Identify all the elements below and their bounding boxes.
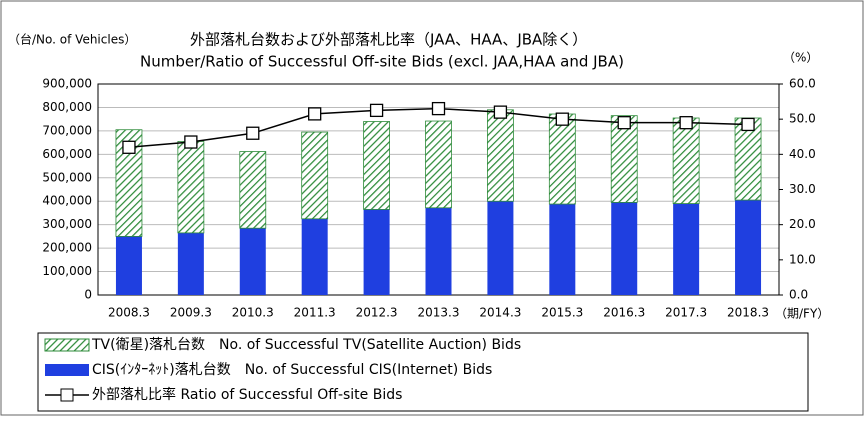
bar (115, 236, 142, 295)
x-tick-label: 2015.3 (541, 306, 583, 320)
y-axis-label: （台/No. of Vehicles） (8, 32, 136, 47)
bar (301, 218, 328, 295)
bar (301, 131, 329, 220)
y-tick-label: 700,000 (42, 123, 92, 137)
legend-swatch (44, 338, 90, 352)
y2-tick-label: 50.0 (789, 112, 816, 126)
bar (239, 151, 267, 229)
y2-axis-label: （%） (783, 51, 818, 65)
x-tick-label: 2013.3 (418, 306, 460, 320)
bar (363, 209, 390, 295)
bar (177, 141, 205, 234)
marker (246, 126, 260, 140)
marker (431, 101, 446, 116)
bar (177, 232, 204, 295)
marker (617, 116, 631, 130)
y2-tick-label: 30.0 (789, 182, 816, 196)
chart-title: 外部落札台数および外部落札比率（JAA、HAA、JBA除く） (190, 31, 587, 49)
legend-swatch (45, 364, 89, 376)
marker (679, 116, 693, 130)
x-tick-label: 2010.3 (232, 306, 274, 320)
marker (369, 103, 384, 118)
bar (363, 121, 390, 210)
legend-label: TV(衛星)落札台数 No. of Successful TV(Satellit… (91, 337, 521, 353)
bar (610, 115, 638, 203)
y-tick-label: 500,000 (42, 170, 92, 184)
bar (672, 117, 700, 204)
marker (741, 117, 755, 132)
bar (673, 203, 700, 295)
x-tick-label: 2018.3 (727, 306, 769, 320)
legend-label: CIS(ｲﾝﾀｰﾈｯﾄ)落札台数 No. of Successful CIS(I… (92, 362, 492, 378)
x-axis-label: （期/FY） (775, 307, 829, 321)
bar (549, 204, 576, 295)
y-tick-label: 100,000 (42, 264, 92, 278)
bar (239, 228, 266, 295)
x-tick-label: 2009.3 (170, 306, 212, 320)
y-tick-label: 900,000 (42, 77, 92, 91)
x-tick-label: 2008.3 (108, 306, 150, 320)
marker (122, 140, 136, 154)
bar (735, 200, 762, 295)
y-tick-label: 200,000 (42, 241, 92, 255)
legend-marker (60, 388, 74, 402)
legend (37, 332, 809, 412)
bar (487, 201, 514, 295)
x-tick-label: 2014.3 (479, 306, 521, 320)
x-tick-label: 2017.3 (665, 306, 707, 320)
y2-tick-label: 40.0 (789, 147, 816, 161)
chart-subtitle: Number/Ratio of Successful Off-site Bids… (140, 53, 624, 71)
y-tick-label: 300,000 (42, 217, 92, 231)
bar (487, 109, 514, 202)
y2-tick-label: 10.0 (789, 252, 816, 266)
marker (308, 107, 322, 121)
y2-tick-label: 20.0 (789, 217, 816, 231)
y-tick-label: 400,000 (42, 194, 92, 208)
marker (184, 135, 198, 149)
x-tick-label: 2012.3 (356, 306, 398, 320)
marker (493, 105, 508, 119)
bar (425, 207, 452, 295)
y-tick-label: 800,000 (42, 100, 92, 114)
x-tick-label: 2016.3 (603, 306, 645, 320)
marker (555, 112, 569, 126)
legend-label: 外部落札比率 Ratio of Successful Off-site Bids (92, 386, 402, 403)
y2-tick-label: 60.0 (789, 77, 816, 91)
y-tick-label: 600,000 (42, 147, 92, 161)
bar (611, 202, 638, 295)
bar (548, 113, 576, 205)
y2-tick-label: 0.0 (789, 288, 808, 302)
bar (425, 120, 452, 209)
y-tick-label: 0 (84, 288, 92, 302)
x-tick-label: 2011.3 (294, 306, 336, 320)
